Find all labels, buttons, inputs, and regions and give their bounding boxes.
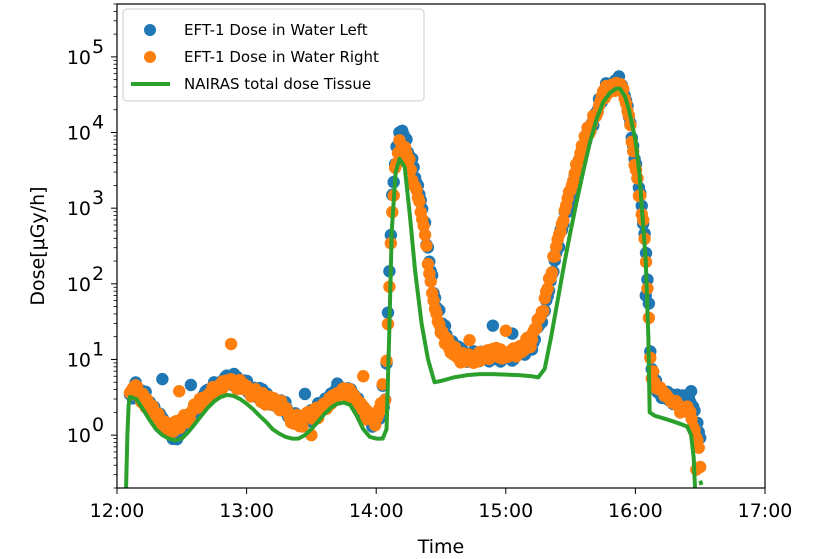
y-tick-exponent: 3 xyxy=(92,187,104,209)
data-point xyxy=(541,282,554,295)
data-point xyxy=(548,250,561,263)
y-tick-exponent: 2 xyxy=(92,263,104,285)
data-point xyxy=(357,370,370,383)
y-axis-label: Dose[μGy/h] xyxy=(27,186,49,305)
series-line xyxy=(124,86,698,488)
plot-area xyxy=(123,70,707,488)
data-point xyxy=(184,378,198,392)
series-1 xyxy=(123,76,707,476)
data-point xyxy=(537,304,550,318)
x-tick-label: 13:00 xyxy=(219,500,274,522)
data-point xyxy=(486,319,500,332)
x-axis-label: Time xyxy=(417,536,465,558)
data-point xyxy=(173,385,186,398)
x-tick-label: 12:00 xyxy=(90,500,145,522)
data-point xyxy=(420,239,433,252)
data-point xyxy=(545,266,559,279)
data-point xyxy=(224,337,238,351)
y-tick-exponent: 0 xyxy=(92,414,104,436)
x-tick-label: 15:00 xyxy=(478,500,533,522)
data-point xyxy=(463,333,476,347)
y-tick-exponent: 5 xyxy=(92,36,104,58)
x-tick-label: 17:00 xyxy=(738,500,793,522)
x-tick-label: 14:00 xyxy=(349,500,404,522)
y-tick-exponent: 4 xyxy=(92,112,104,134)
data-point xyxy=(296,420,309,433)
y-tick-label: 10 xyxy=(67,47,91,69)
data-point xyxy=(156,372,169,386)
data-point xyxy=(692,441,705,454)
data-point xyxy=(684,385,698,398)
legend: EFT-1 Dose in Water Left EFT-1 Dose in W… xyxy=(122,8,425,102)
legend-label-left: EFT-1 Dose in Water Left xyxy=(184,21,368,39)
y-tick-label: 10 xyxy=(67,274,91,296)
y-tick-label: 10 xyxy=(67,198,91,220)
x-tick-label: 16:00 xyxy=(608,500,663,522)
legend-marker-left xyxy=(144,24,156,36)
data-point xyxy=(499,324,512,337)
series-2 xyxy=(124,86,704,488)
data-point xyxy=(403,153,416,166)
series-line-tail xyxy=(698,480,704,486)
legend-label-nairas: NAIRAS total dose Tissue xyxy=(184,75,371,93)
data-point xyxy=(404,163,417,176)
data-point xyxy=(424,275,437,288)
legend-label-right: EFT-1 Dose in Water Right xyxy=(184,48,379,66)
legend-box xyxy=(122,8,425,102)
legend-marker-right xyxy=(144,51,156,63)
plot-frame xyxy=(116,3,766,489)
y-tick-label: 10 xyxy=(67,349,91,371)
y-tick-label: 10 xyxy=(67,123,91,145)
data-point xyxy=(557,214,570,227)
data-point xyxy=(413,195,426,208)
y-tick-exponent: 1 xyxy=(92,338,104,360)
data-point xyxy=(298,387,312,401)
data-point xyxy=(418,228,432,242)
y-tick-label: 10 xyxy=(67,425,91,447)
data-point xyxy=(421,257,435,271)
